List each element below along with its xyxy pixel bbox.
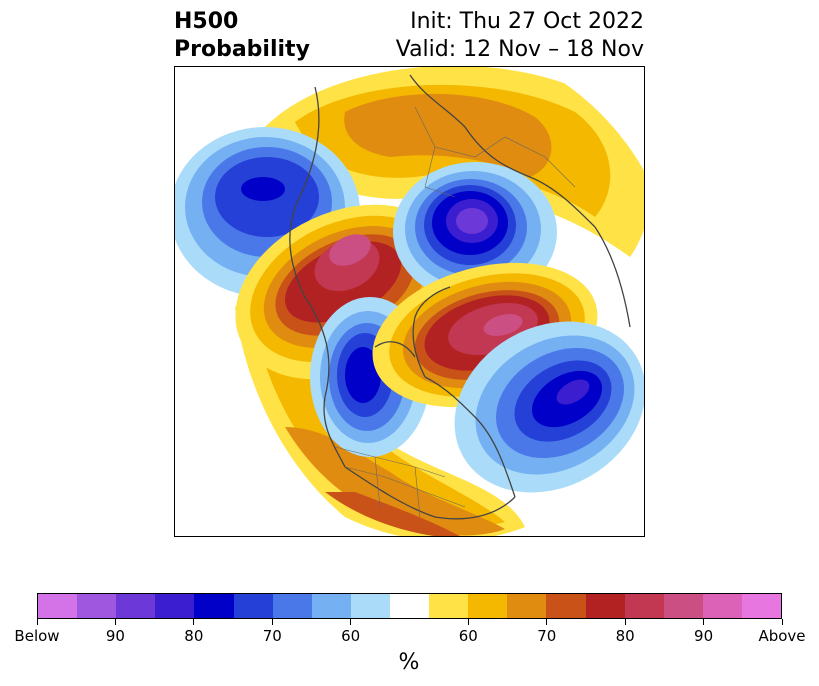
colorbar-swatch (233, 594, 273, 618)
colorbar-swatch (116, 594, 156, 618)
colorbar-tick-label: 90 (105, 627, 125, 645)
chart-title-left: H500 Probability (174, 8, 310, 64)
probability-map (175, 67, 644, 536)
colorbar-swatch (624, 594, 664, 618)
colorbar-tick (467, 619, 469, 625)
colorbar-swatch (702, 594, 742, 618)
colorbar-swatch (38, 594, 78, 618)
title-variable: H500 (174, 9, 239, 34)
colorbar-tick (546, 619, 548, 625)
colorbar-tick (624, 619, 626, 625)
valid-range: Valid: 12 Nov – 18 Nov (395, 37, 644, 62)
colorbar-tick-label: 70 (537, 627, 557, 645)
colorbar-tick-label: Above (758, 627, 806, 645)
colorbar-tick (193, 619, 195, 625)
colorbar-tick (781, 619, 783, 625)
coastlines (289, 74, 631, 520)
map-panel (174, 66, 645, 537)
colorbar-swatch (350, 594, 390, 618)
init-date: Init: Thu 27 Oct 2022 (410, 9, 644, 34)
colorbar-tick-label: 70 (262, 627, 282, 645)
colorbar-unit: % (398, 650, 420, 675)
colorbar-tick-label: 60 (458, 627, 478, 645)
colorbar-tick (114, 619, 116, 625)
colorbar-swatch (194, 594, 234, 618)
colorbar-swatch (429, 594, 469, 618)
colorbar (37, 593, 782, 619)
colorbar-tick (36, 619, 38, 625)
chart-title-right: Init: Thu 27 Oct 2022 Valid: 12 Nov – 18… (396, 8, 644, 64)
colorbar-swatch (663, 594, 703, 618)
colorbar-swatch (741, 594, 782, 618)
colorbar-swatch (389, 594, 430, 618)
colorbar-swatch (507, 594, 547, 618)
colorbar-tick-label: 60 (341, 627, 361, 645)
colorbar-tick-label: 80 (615, 627, 635, 645)
colorbar-swatch (155, 594, 195, 618)
colorbar-tick (271, 619, 273, 625)
colorbar-swatch (272, 594, 312, 618)
colorbar-tick-label: 90 (694, 627, 714, 645)
borders (334, 106, 576, 518)
colorbar-swatch (77, 594, 117, 618)
title-metric: Probability (174, 37, 310, 62)
colorbar-swatch (311, 594, 351, 618)
colorbar-tick (703, 619, 705, 625)
colorbar-tick (350, 619, 352, 625)
colorbar-swatch (546, 594, 586, 618)
colorbar-tick-label: 80 (184, 627, 204, 645)
colorbar-swatch (585, 594, 625, 618)
colorbar-swatch (468, 594, 508, 618)
colorbar-tick-label: Below (14, 627, 60, 645)
